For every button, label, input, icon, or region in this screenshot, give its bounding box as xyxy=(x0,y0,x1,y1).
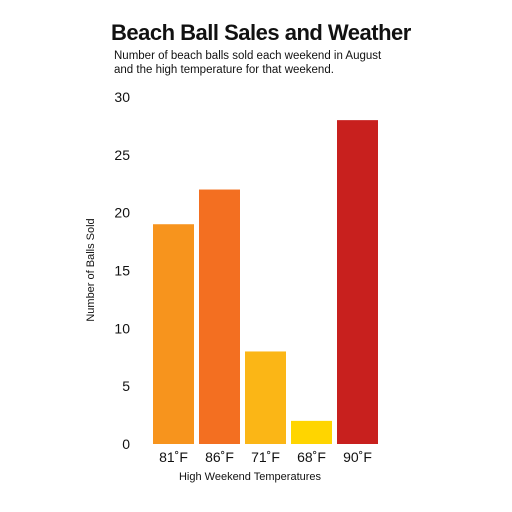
x-axis-label: High Weekend Temperatures xyxy=(179,471,322,483)
chart-subtitle: Number of beach balls sold each weekend … xyxy=(114,49,414,77)
bar-1 xyxy=(199,189,240,444)
chart-title: Beach Ball Sales and Weather xyxy=(111,20,411,45)
y-axis-label: Number of Balls Sold xyxy=(85,218,97,321)
y-tick-label: 25 xyxy=(114,147,130,163)
y-tick-label: 30 xyxy=(114,89,130,105)
y-tick-label: 10 xyxy=(114,320,130,336)
x-tick-label: 71˚F xyxy=(251,449,280,465)
y-axis-ticks: 0 5 10 15 20 25 30 xyxy=(114,89,130,452)
x-axis-ticks: 81˚F 86˚F 71˚F 68˚F 90˚F xyxy=(159,449,372,465)
subtitle-line-1: Number of beach balls sold each weekend … xyxy=(114,50,382,62)
bar-0 xyxy=(153,224,194,444)
y-tick-label: 0 xyxy=(122,436,130,452)
bar-3 xyxy=(291,420,332,444)
y-tick-label: 20 xyxy=(114,205,130,221)
x-tick-label: 86˚F xyxy=(205,449,234,465)
bar-2 xyxy=(245,351,286,444)
x-tick-label: 90˚F xyxy=(343,449,372,465)
x-tick-label: 68˚F xyxy=(297,449,326,465)
subtitle-line-2: and the high temperature for that weeken… xyxy=(114,64,334,76)
y-tick-label: 15 xyxy=(114,263,130,279)
bars xyxy=(153,120,378,444)
y-tick-label: 5 xyxy=(122,378,130,394)
x-tick-label: 81˚F xyxy=(159,449,188,465)
bar-4 xyxy=(337,120,378,444)
